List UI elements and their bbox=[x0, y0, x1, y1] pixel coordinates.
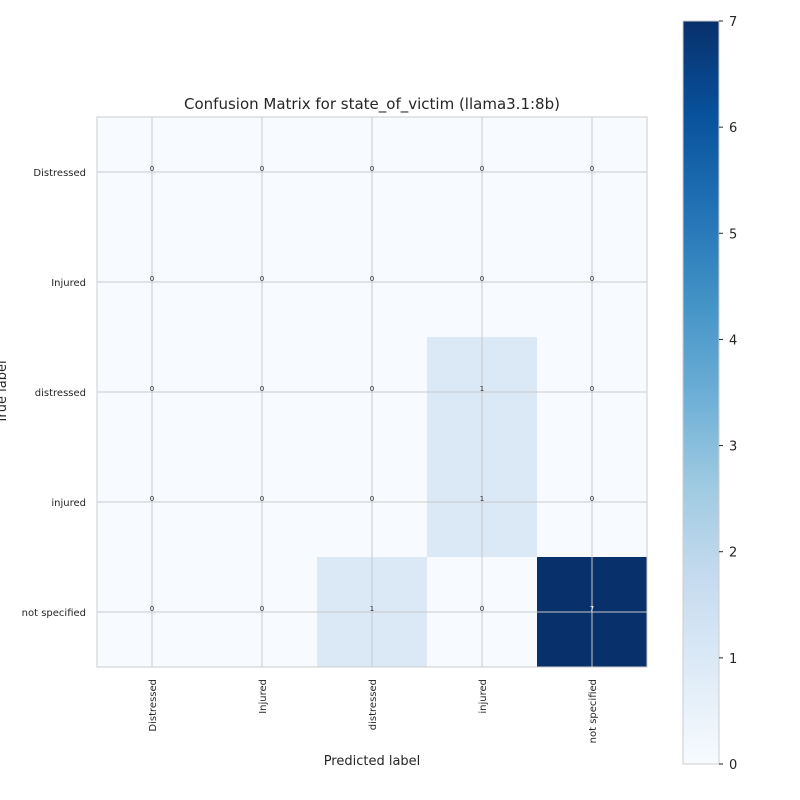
colorbar bbox=[682, 20, 720, 765]
x-tick-label: injured bbox=[478, 679, 489, 714]
cell-label: 1 bbox=[480, 495, 484, 503]
colorbar-tick-label: 5 bbox=[729, 227, 737, 242]
chart-title: Confusion Matrix for state_of_victim (ll… bbox=[184, 95, 560, 114]
colorbar-tick-label: 7 bbox=[729, 15, 737, 30]
cell-label: 0 bbox=[260, 165, 264, 173]
colorbar-tick-label: 0 bbox=[729, 758, 737, 773]
y-tick-label: injured bbox=[51, 498, 86, 509]
cell-label: 1 bbox=[480, 385, 484, 393]
colorbar-tick-label: 3 bbox=[729, 440, 737, 455]
cell-label: 0 bbox=[480, 275, 484, 283]
x-tick-label: Distressed bbox=[148, 679, 159, 732]
cell-label: 0 bbox=[150, 275, 154, 283]
x-tick-label: not specified bbox=[588, 679, 599, 743]
cell-label: 0 bbox=[590, 495, 594, 503]
x-tick-label: distressed bbox=[368, 679, 379, 730]
cell-label: 0 bbox=[260, 495, 264, 503]
cell-label: 0 bbox=[370, 165, 374, 173]
cell-label: 0 bbox=[480, 165, 484, 173]
cell-label: 7 bbox=[590, 605, 594, 613]
cell-label: 0 bbox=[260, 275, 264, 283]
y-tick-label: Distressed bbox=[33, 168, 86, 179]
cell-label: 0 bbox=[590, 275, 594, 283]
colorbar-tick-label: 6 bbox=[729, 121, 737, 136]
y-tick-label: Injured bbox=[51, 278, 86, 289]
cell-label: 0 bbox=[480, 605, 484, 613]
y-tick-label: not specified bbox=[22, 608, 86, 619]
cell-label: 0 bbox=[260, 385, 264, 393]
cell-label: 0 bbox=[260, 605, 264, 613]
x-tick-label: Injured bbox=[258, 679, 269, 714]
cell-label: 1 bbox=[370, 605, 374, 613]
cell-label: 0 bbox=[590, 165, 594, 173]
x-axis-label: Predicted label bbox=[324, 754, 421, 769]
colorbar-tick-label: 2 bbox=[729, 546, 737, 561]
y-tick-label: distressed bbox=[35, 388, 86, 399]
plot-frame bbox=[96, 116, 648, 668]
cell-label: 0 bbox=[590, 385, 594, 393]
y-axis-label: True label bbox=[0, 360, 10, 424]
colorbar-tick-label: 4 bbox=[729, 333, 737, 348]
cell-label: 0 bbox=[150, 165, 154, 173]
cell-label: 0 bbox=[370, 495, 374, 503]
cell-label: 0 bbox=[150, 605, 154, 613]
cell-label: 0 bbox=[370, 275, 374, 283]
cell-label: 0 bbox=[150, 495, 154, 503]
colorbar-tick-label: 1 bbox=[729, 652, 737, 667]
cell-label: 0 bbox=[370, 385, 374, 393]
cell-label: 0 bbox=[150, 385, 154, 393]
